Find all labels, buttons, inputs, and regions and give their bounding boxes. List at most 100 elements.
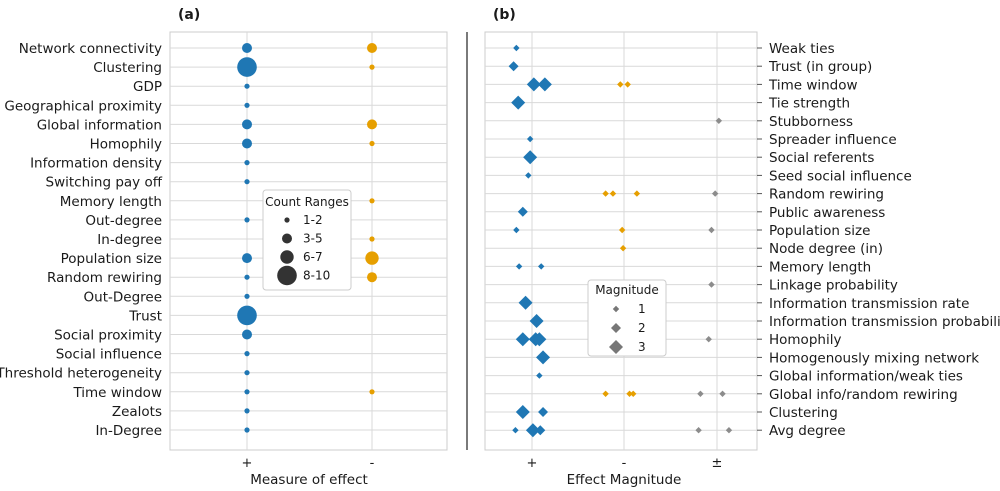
panel-b-xlabel: Effect Magnitude bbox=[567, 472, 682, 488]
panel-b-ytick-node-degree-in: Node degree (in) bbox=[769, 241, 883, 257]
panel-a-ytick-network-connectivity: Network connectivity bbox=[19, 41, 162, 57]
panel-b-point bbox=[630, 390, 637, 397]
panel-b-point bbox=[512, 427, 519, 434]
panel-a-ytick-out-degree: Out-degree bbox=[85, 213, 162, 229]
panel-a-ytick-information-density: Information density bbox=[30, 156, 162, 172]
panel-b-point bbox=[508, 61, 519, 72]
panel-a-legend-marker bbox=[284, 217, 290, 223]
panel-a-legend-label: 1-2 bbox=[303, 213, 323, 227]
panel-a-legend-title: Count Ranges bbox=[265, 195, 349, 209]
panel-b-point bbox=[624, 81, 631, 88]
panel-a-ytick-in-degree: In-Degree bbox=[95, 423, 162, 439]
panel-a-legend-marker bbox=[282, 233, 292, 244]
panel-b-ytick-trust-in-group: Trust (in group) bbox=[768, 59, 872, 75]
panel-b-point bbox=[725, 427, 733, 434]
panel-a-point bbox=[237, 305, 257, 326]
panel-b-point bbox=[711, 190, 719, 197]
panel-a-ytick-population-size: Population size bbox=[61, 251, 162, 267]
panel-a-point bbox=[242, 329, 252, 340]
panel-b-point bbox=[602, 190, 609, 197]
panel-a-ytick-time-window: Time window bbox=[72, 385, 162, 401]
panel-a-ytick-out-degree: Out-Degree bbox=[84, 289, 162, 305]
panel-a-point bbox=[367, 119, 377, 130]
panel-b-ytick-time-window: Time window bbox=[768, 77, 858, 93]
panel-b-xtick: + bbox=[527, 456, 538, 471]
panel-a-plot: Network connectivity Clustering GDP Geograp… bbox=[0, 31, 448, 471]
panel-a-ytick-social-proximity: Social proximity bbox=[54, 328, 162, 344]
panel-b-point bbox=[536, 350, 551, 365]
panel-b-point bbox=[708, 281, 715, 288]
panel-b-point bbox=[708, 226, 715, 234]
panel-b-point bbox=[602, 390, 609, 397]
panel-a-frame bbox=[169, 31, 448, 451]
panel-b-letter: (b) bbox=[493, 7, 516, 23]
panel-b-point bbox=[715, 117, 723, 124]
panel-b-ytick-global-information-weak-ties: Global information/weak ties bbox=[769, 369, 963, 385]
panel-a-legend-label: 8-10 bbox=[303, 269, 330, 283]
panel-b-point bbox=[513, 226, 520, 234]
panel-a-point bbox=[244, 351, 250, 357]
panel-b-point bbox=[538, 407, 549, 417]
panel-b-point bbox=[618, 226, 626, 234]
panel-b-legend-label: 2 bbox=[638, 321, 646, 335]
panel-b-legend-label: 3 bbox=[638, 340, 646, 354]
panel-b-ytick-memory-length: Memory length bbox=[769, 259, 871, 275]
panel-a-ytick-memory-length: Memory length bbox=[60, 194, 162, 210]
panel-a-ytick-in-degree: In-degree bbox=[97, 232, 162, 248]
panel-a-ytick-threshold-heterogeneity: Threshold heterogeneity bbox=[0, 366, 162, 382]
panel-a-point bbox=[244, 102, 250, 108]
panel-a-point bbox=[244, 293, 250, 299]
panel-b-point bbox=[537, 77, 552, 92]
panel-b-ytick-population-size: Population size bbox=[769, 223, 870, 239]
panel-a-point bbox=[369, 64, 375, 70]
panel-a-point bbox=[369, 389, 375, 395]
panel-b-ytick-homogenously-mixing-network: Homogenously mixing network bbox=[769, 350, 979, 366]
panel-b-point bbox=[515, 332, 530, 347]
panel-a-point bbox=[369, 140, 375, 147]
panel-b-ytick-information-transmission-rate: Information transmission rate bbox=[769, 296, 969, 312]
panel-b-point bbox=[517, 206, 528, 217]
panel-a-point bbox=[237, 57, 257, 77]
panel-a-ytick-zealots: Zealots bbox=[112, 404, 162, 420]
panel-b-frame bbox=[484, 31, 758, 451]
panel-b-point bbox=[515, 263, 523, 270]
panel-a-point bbox=[369, 236, 375, 242]
panel-a-legend-label: 3-5 bbox=[303, 232, 323, 246]
panel-b-point bbox=[619, 245, 627, 252]
panel-a-ytick-gdp: GDP bbox=[133, 79, 162, 95]
panel-b-point bbox=[719, 390, 726, 397]
panel-b-point bbox=[526, 77, 541, 92]
panel-b-xtick: - bbox=[622, 456, 627, 471]
panel-a-legend-marker bbox=[277, 265, 297, 286]
panel-a-xtick: - bbox=[370, 456, 375, 471]
panel-a-point bbox=[244, 389, 250, 395]
panel-a-legend-label: 6-7 bbox=[303, 250, 323, 264]
panel-a-ytick-global-information: Global information bbox=[37, 117, 162, 133]
panel-a-ytick-social-influence: Social influence bbox=[56, 347, 162, 363]
panel-b-legend bbox=[587, 279, 667, 357]
panel-a-xtick: + bbox=[242, 456, 253, 471]
panel-b-ytick-homophily: Homophily bbox=[769, 332, 841, 348]
panel-b-point bbox=[609, 190, 617, 197]
panel-b-point bbox=[511, 95, 526, 110]
panel-b-ytick-tie-strength: Tie strength bbox=[768, 96, 850, 112]
panel-a-ytick-clustering: Clustering bbox=[93, 60, 162, 76]
panel-b-legend-title: Magnitude bbox=[595, 283, 659, 297]
panel-b-point bbox=[633, 190, 641, 197]
panel-b-legend-marker bbox=[611, 323, 621, 333]
panel-b-ytick-avg-degree: Avg degree bbox=[769, 423, 846, 439]
panel-b-point bbox=[518, 295, 533, 310]
panel-b-point bbox=[526, 135, 534, 143]
panel-b-plot: Weak ties Trust (in group) Time window Tie … bbox=[484, 31, 1000, 471]
panel-a-xlabel: Measure of effect bbox=[250, 472, 368, 488]
panel-b-legend-marker bbox=[609, 340, 623, 354]
panel-b-point bbox=[525, 423, 540, 438]
panel-b-legend-label: 1 bbox=[638, 302, 646, 316]
panel-b-point bbox=[535, 425, 546, 436]
panel-a-ytick-switching-pay-off: Switching pay off bbox=[46, 175, 163, 191]
panel-b-point bbox=[529, 314, 544, 328]
panel-a-ytick-homophily: Homophily bbox=[90, 137, 162, 153]
panel-a-point bbox=[244, 83, 250, 89]
panel-a-ytick-geographical-proximity: Geographical proximity bbox=[4, 98, 162, 114]
